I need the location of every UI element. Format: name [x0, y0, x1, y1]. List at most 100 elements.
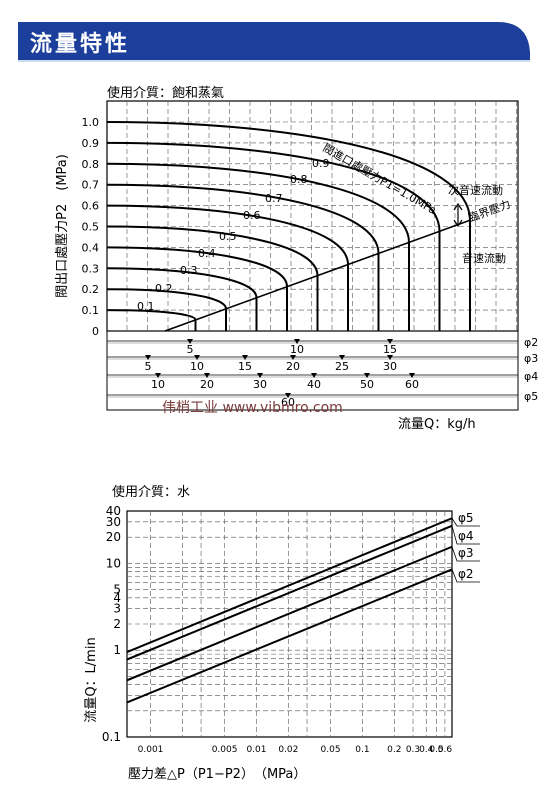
scale-marker: [204, 373, 210, 378]
scale-tick-label: 30: [383, 360, 397, 373]
medium-label: 使用介質：水: [112, 484, 190, 500]
x-tick-label: 0.4: [419, 745, 434, 755]
series-leader: [451, 518, 480, 527]
y-tick-label: 20: [106, 530, 121, 544]
pressure-curve: [106, 267, 258, 331]
scale-marker: [364, 373, 370, 378]
y-tick-label: 1.0: [82, 116, 100, 129]
pressure-curve: [106, 183, 380, 331]
curve-label: 0.9: [312, 157, 330, 170]
y-tick-label: 4: [113, 591, 121, 605]
x-axis-label: 流量Q：kg/h: [398, 417, 476, 432]
scale-marker: [387, 339, 393, 344]
direction-arrows: [453, 202, 463, 228]
y-tick-label: 1: [113, 643, 121, 657]
scale-marker: [187, 339, 193, 344]
scale-marker: [145, 355, 151, 360]
scale-tick-label: 30: [253, 378, 267, 391]
scale-tick-label: 60: [405, 378, 419, 391]
scale-tick-label: 50: [360, 378, 374, 391]
steam-flow-chart: 使用介質：飽和蒸氣1.00.90.80.70.60.50.40.30.20.10…: [55, 85, 538, 432]
curve-label: 0.5: [219, 230, 237, 243]
scale-tick-label: 10: [290, 343, 304, 356]
y-tick-label: 0.5: [82, 221, 100, 234]
scale-marker: [285, 393, 291, 398]
scale-band: [106, 330, 519, 411]
y-tick-label: 0.8: [82, 158, 100, 171]
curve-label: 0.8: [290, 173, 308, 186]
y-tick-label: 0.4: [82, 241, 100, 254]
scale-tick-label: 5: [187, 343, 194, 356]
watermark: 伟梢工业 www.vibmro.com: [162, 400, 343, 416]
scale-marker: [339, 355, 345, 360]
series-line: [126, 524, 453, 661]
x-tick-label: 0.1: [355, 745, 369, 755]
x-tick-label: 0.05: [321, 745, 341, 755]
orifice-scale-name: φ2: [524, 336, 538, 349]
scale-tick-label: 20: [286, 360, 300, 373]
pressure-curve: [106, 162, 410, 331]
scale-marker: [290, 355, 296, 360]
y-tick-label: 0.1: [102, 730, 121, 744]
scale-tick-label: 40: [307, 378, 321, 391]
y-tick-label: 0.7: [82, 179, 100, 192]
x-tick-label: 0.6: [438, 745, 453, 755]
y-tick-label: 5: [113, 582, 121, 596]
curve-label: 0.3: [180, 264, 198, 277]
series-line: [126, 517, 453, 654]
pressure-curve: [106, 225, 319, 331]
x-tick-label: 0.001: [138, 745, 164, 755]
y-tick-label: 0.3: [82, 262, 100, 275]
y-axis-label: 閥出口處壓力P2 (MPa): [55, 154, 70, 298]
series-leader: [451, 569, 480, 583]
pressure-curve: [106, 309, 197, 331]
scale-marker: [387, 355, 393, 360]
scale-tick-label: 20: [200, 378, 214, 391]
x-axis-label: 壓力差△P（P1−P2） （MPa）: [128, 767, 306, 782]
scale-tick-label: 10: [151, 378, 165, 391]
y-tick-label: 0: [92, 325, 99, 338]
curve-label: 0.2: [155, 282, 173, 295]
y-tick-label: 2: [113, 617, 121, 631]
x-tick-label: 0.02: [278, 745, 298, 755]
x-tick-label: 0.5: [429, 745, 443, 755]
curve-label: 0.1: [137, 300, 155, 313]
y-tick-label: 0.1: [82, 304, 100, 317]
scale-tick-label: 10: [190, 360, 204, 373]
x-tick-label: 0.2: [387, 745, 401, 755]
pressure-curve: [106, 288, 227, 331]
scale-tick-label: 25: [335, 360, 349, 373]
sonic-label: 音速流動: [462, 251, 506, 265]
scale-marker: [409, 373, 415, 378]
series-line: [126, 545, 453, 682]
curve-label: 0.7: [265, 192, 283, 205]
series-leader: [451, 525, 480, 545]
series-name: φ5: [458, 511, 474, 525]
scale-marker: [242, 355, 248, 360]
pressure-curve: [106, 141, 441, 331]
curve-label: 0.4: [198, 247, 216, 260]
curve-label: 0.6: [243, 209, 261, 222]
series-leader: [451, 546, 480, 562]
pressure-curve: [106, 246, 288, 331]
series-name: φ4: [458, 529, 474, 543]
x-tick-label: 0.3: [406, 745, 420, 755]
y-tick-label: 0.2: [82, 283, 100, 296]
orifice-scale-name: φ4: [524, 370, 538, 383]
y-axis-label: 流量Q：L/min: [84, 637, 99, 722]
banner-title: 流量特性: [30, 32, 131, 57]
y-tick-label: 40: [106, 504, 121, 518]
scale-marker: [155, 373, 161, 378]
series-name: φ3: [458, 546, 474, 560]
scale-tick-label: 60: [281, 396, 295, 409]
scale-tick-label: 5: [145, 360, 152, 373]
subsonic-label: 次音速流動: [448, 183, 503, 197]
scale-marker: [194, 355, 200, 360]
y-tick-label: 3: [113, 602, 121, 616]
series-line: [126, 568, 453, 704]
pressure-curve: [106, 121, 471, 331]
orifice-scale-name: φ5: [524, 390, 538, 403]
y-tick-label: 10: [106, 556, 121, 570]
x-tick-label: 0.01: [246, 745, 266, 755]
